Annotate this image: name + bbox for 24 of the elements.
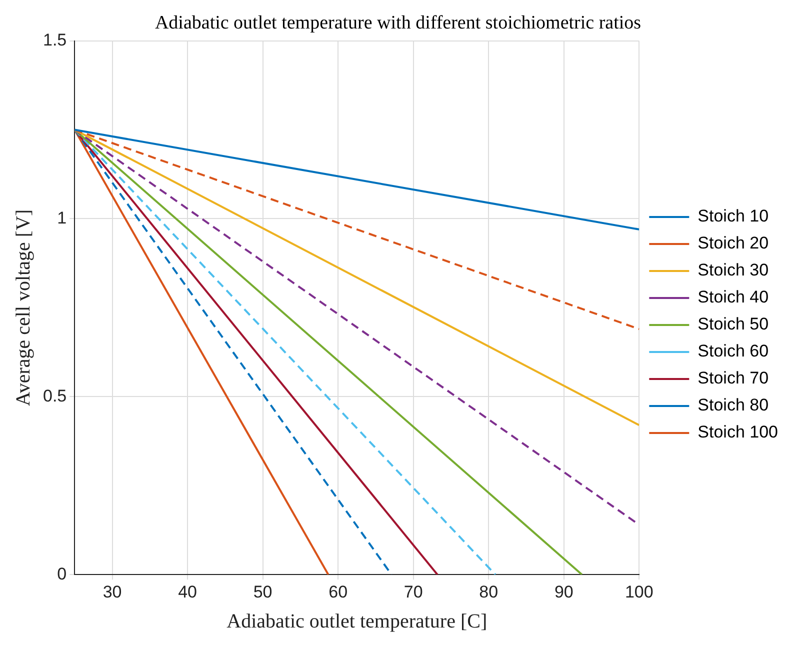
x-tick-label: 100 — [624, 582, 654, 602]
x-tick-label: 40 — [178, 582, 197, 602]
y-tick-label: 0.5 — [42, 386, 67, 406]
legend-label: Stoich 30 — [698, 260, 769, 280]
y-tick-label: 1.5 — [42, 30, 67, 50]
legend-label: Stoich 80 — [698, 396, 769, 415]
x-tick-label: 80 — [479, 582, 498, 602]
x-tick-label: 90 — [554, 582, 574, 602]
legend-label: Stoich 60 — [698, 342, 769, 361]
legend-label: Stoich 70 — [698, 368, 769, 388]
y-axis-title: Average cell voltage [V] — [12, 209, 34, 406]
y-tick-label: 0 — [57, 564, 67, 584]
chart-title: Adiabatic outlet temperature with different stoichiometric ratios — [154, 12, 642, 34]
x-tick-label: 60 — [328, 582, 348, 602]
legend-label: Stoich 40 — [698, 288, 769, 307]
x-tick-label: 70 — [404, 582, 423, 602]
y-tick-label: 1 — [57, 208, 67, 228]
x-tick-label: 30 — [102, 582, 122, 602]
legend-label: Stoich 100 — [698, 422, 778, 442]
legend-label: Stoich 50 — [698, 314, 769, 334]
x-tick-label: 50 — [253, 582, 272, 602]
legend-label: Stoich 10 — [698, 206, 769, 226]
legend-label: Stoich 20 — [698, 234, 769, 253]
x-axis-title: Adiabatic outlet temperature [C] — [226, 610, 488, 632]
